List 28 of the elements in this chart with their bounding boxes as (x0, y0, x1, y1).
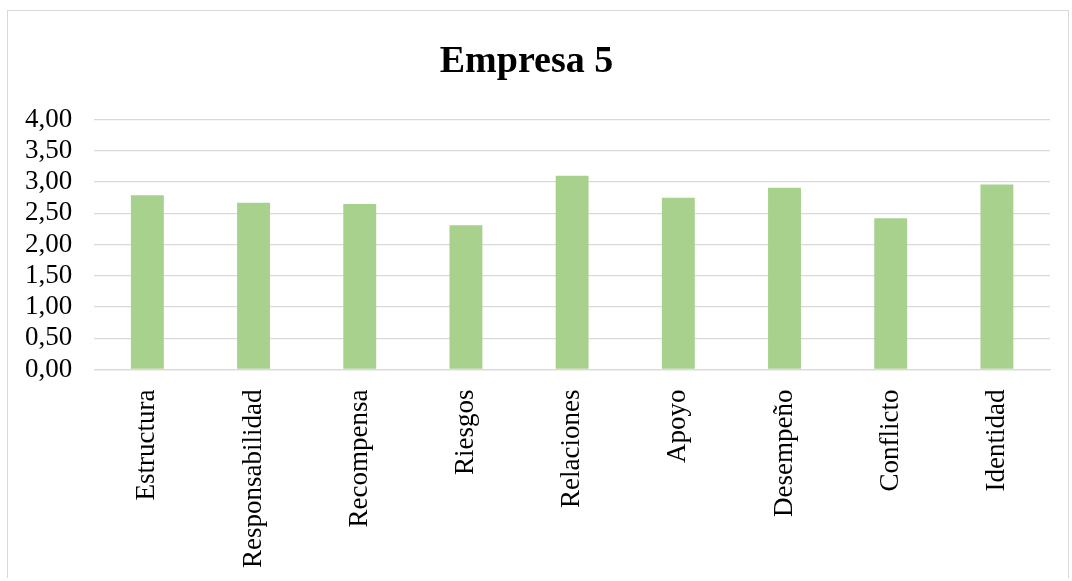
x-tick-label: Recompensa (342, 389, 373, 528)
x-tick-label: Identidad (980, 389, 1010, 492)
y-tick-label: 0,00 (25, 352, 73, 383)
x-tick-label: Apoyo (661, 389, 692, 464)
y-tick-label: 4,00 (25, 102, 73, 133)
bar (237, 202, 270, 369)
y-tick-label: 3,50 (25, 133, 73, 164)
chart-title: Empresa 5 (439, 37, 614, 80)
bar (343, 203, 377, 369)
y-tick-label: 2,00 (25, 227, 73, 258)
bar (555, 175, 589, 369)
x-tick-label: Responsabilidad (236, 389, 267, 568)
y-tick-label: 2,50 (25, 196, 73, 227)
y-tick-label: 0,50 (25, 321, 73, 352)
y-tick-label: 1,00 (25, 290, 73, 321)
bar (130, 195, 164, 369)
bar (874, 218, 908, 369)
bar (980, 184, 1014, 369)
bar (449, 225, 483, 369)
bar (768, 187, 801, 369)
x-tick-label: Conflicto (873, 389, 904, 492)
x-tick-label: Relaciones (555, 389, 586, 508)
y-tick-label: 1,50 (25, 258, 73, 289)
x-tick-label: Desempeño (767, 389, 798, 517)
x-tick-label: Estructura (130, 389, 161, 501)
y-tick-label: 3,00 (25, 165, 73, 196)
x-tick-label: Riesgos (449, 389, 480, 476)
bar (661, 197, 695, 369)
